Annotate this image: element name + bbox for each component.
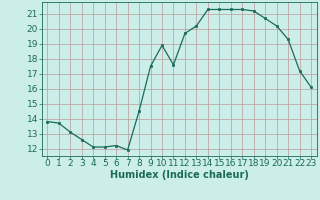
X-axis label: Humidex (Indice chaleur): Humidex (Indice chaleur) [110, 170, 249, 180]
